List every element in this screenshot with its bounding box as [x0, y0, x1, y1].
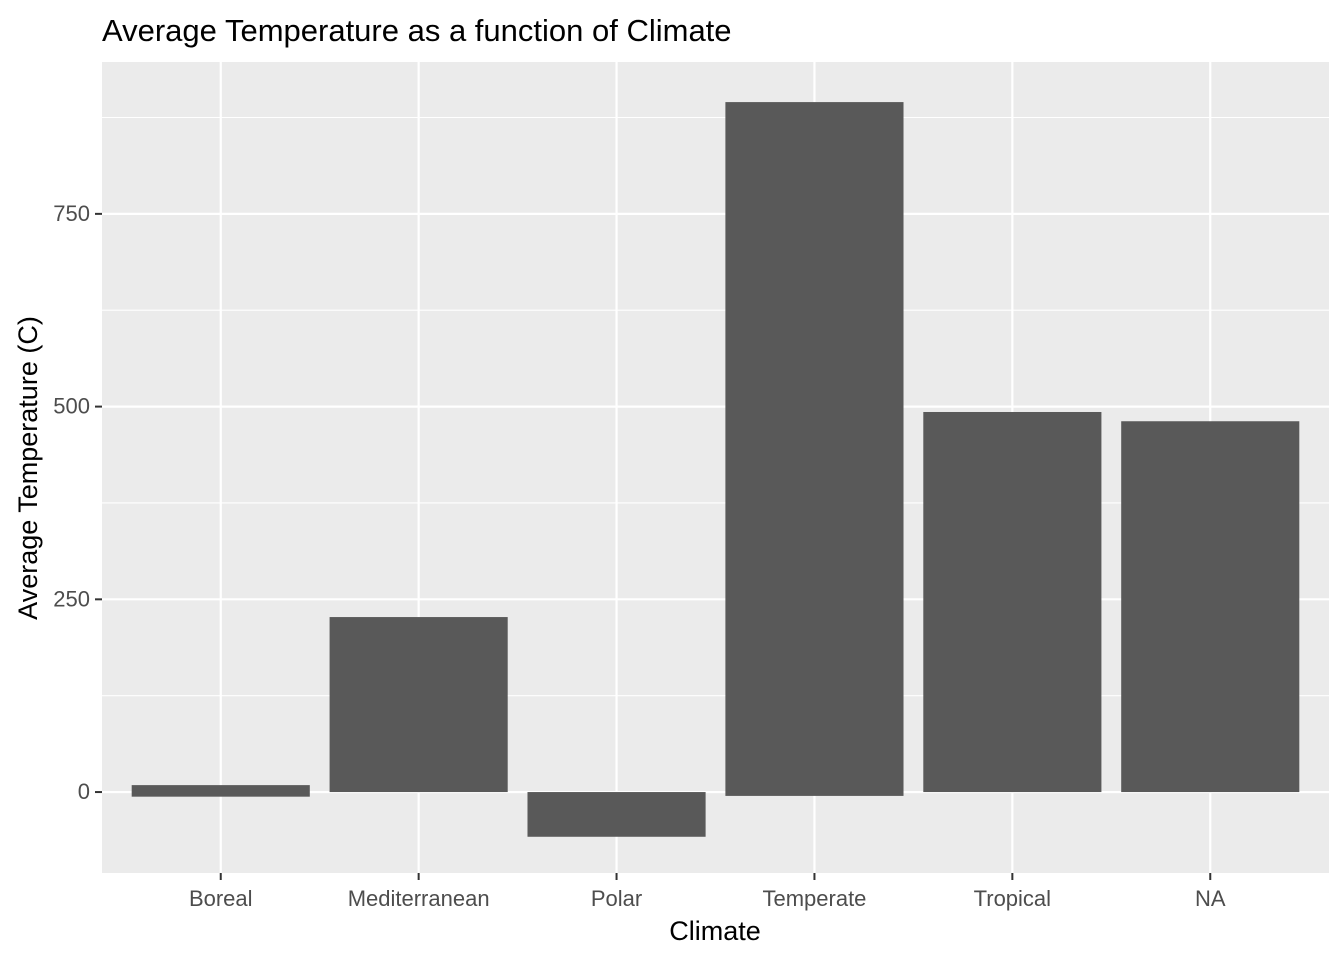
x-tick-label: Polar [591, 886, 642, 911]
y-tick-label: 250 [53, 586, 90, 611]
bar-na [1121, 421, 1300, 793]
y-tick-label: 750 [53, 201, 90, 226]
x-tick-label: Temperate [762, 886, 866, 911]
y-axis-title: Average Temperature (C) [13, 316, 43, 620]
bar-polar [527, 792, 706, 837]
bar-temperate [725, 102, 904, 796]
x-tick-label: NA [1195, 886, 1226, 911]
x-axis: Boreal Mediterranean Polar Temperate Tropica… [189, 873, 1226, 911]
bar-tropical [923, 411, 1102, 793]
x-tick-label: Mediterranean [348, 886, 490, 911]
bars [131, 102, 1300, 837]
y-tick-label: 500 [53, 394, 90, 419]
bar-boreal [131, 785, 310, 797]
chart-title: Average Temperature as a function of Cli… [102, 13, 732, 48]
x-tick-label: Boreal [189, 886, 253, 911]
y-tick-label: 0 [78, 779, 90, 804]
x-axis-title: Climate [669, 916, 761, 946]
y-axis: 0 250 500 750 [53, 201, 102, 804]
x-tick-label: Tropical [974, 886, 1051, 911]
bar-mediterranean [329, 617, 508, 793]
